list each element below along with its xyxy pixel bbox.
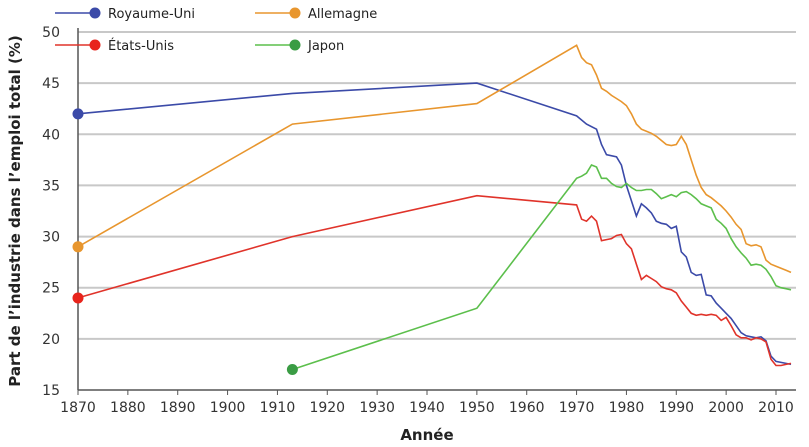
legend-label: Allemagne xyxy=(308,7,377,22)
x-tick-label: 1960 xyxy=(509,400,545,416)
legend-marker xyxy=(289,7,301,19)
x-tick-label: 1990 xyxy=(658,400,694,416)
x-tick-label: 2010 xyxy=(758,400,794,416)
x-tick-label: 1930 xyxy=(359,400,395,416)
y-tick-label: 20 xyxy=(42,332,60,348)
series-start-marker xyxy=(72,292,84,304)
x-tick-label: 1970 xyxy=(559,400,595,416)
series-line xyxy=(77,44,792,274)
x-tick-label: 1910 xyxy=(260,400,296,416)
series-line xyxy=(77,194,792,367)
series-start-marker xyxy=(72,241,84,253)
y-tick-label: 50 xyxy=(42,25,60,41)
y-tick-label: 40 xyxy=(42,127,60,143)
y-tick-label: 45 xyxy=(42,76,60,92)
y-tick-label: 25 xyxy=(42,281,60,297)
legend-marker xyxy=(289,39,301,51)
x-tick-label: 1880 xyxy=(110,400,146,416)
y-tick-label: 35 xyxy=(42,178,60,194)
x-tick-label: 1890 xyxy=(160,400,196,416)
y-tick-label: 15 xyxy=(42,383,60,399)
y-tick-label: 30 xyxy=(42,230,60,246)
x-tick-label: 1940 xyxy=(409,400,445,416)
y-axis-label: Part de l’industrie dans l’emploi total … xyxy=(6,35,24,387)
legend-marker xyxy=(89,7,101,19)
legend-marker xyxy=(89,39,101,51)
x-tick-label: 1870 xyxy=(60,400,96,416)
x-tick-label: 1920 xyxy=(309,400,345,416)
legend-label: États-Unis xyxy=(108,38,174,54)
legend-label: Japon xyxy=(307,39,344,54)
x-tick-label: 1980 xyxy=(609,400,645,416)
series-line xyxy=(292,164,792,371)
series-start-marker xyxy=(72,108,84,120)
x-tick-label: 1900 xyxy=(210,400,246,416)
series-start-marker xyxy=(286,364,298,376)
x-tick-label: 1950 xyxy=(459,400,495,416)
legend-label: Royaume-Uni xyxy=(108,7,195,22)
x-tick-label: 2000 xyxy=(708,400,744,416)
x-axis-label: Année xyxy=(400,426,453,444)
